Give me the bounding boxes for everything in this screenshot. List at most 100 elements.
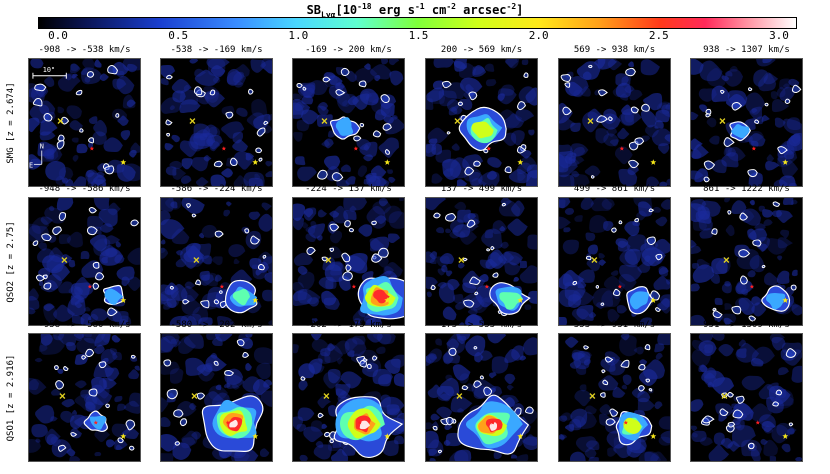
noise-patch (383, 205, 403, 224)
yellow-star-marker (517, 433, 524, 439)
noise-patch (29, 288, 39, 301)
noise-patch (372, 201, 392, 215)
noise-patch (610, 270, 619, 276)
noise-patch (584, 405, 597, 415)
noise-patch (333, 340, 350, 355)
source-cross-marker (191, 393, 198, 399)
noise-patch (708, 444, 730, 461)
noise-patch (777, 255, 783, 261)
noise-patch (293, 252, 314, 266)
noise-patch (66, 448, 76, 457)
contour-island (473, 346, 478, 350)
noise-patch (343, 198, 368, 211)
noise-patch (80, 313, 92, 325)
noise-patch (455, 301, 467, 310)
noise-patch (297, 265, 308, 275)
noise-patch (161, 64, 176, 78)
noise-patch (781, 443, 791, 453)
noise-patch (618, 168, 638, 186)
noise-patch (638, 451, 661, 461)
noise-patch (293, 291, 313, 306)
contour-island (648, 208, 655, 213)
noise-patch (724, 69, 744, 87)
contour-island (483, 386, 493, 397)
noise-patch (297, 166, 317, 182)
red-star-marker (486, 146, 492, 151)
noise-patch (695, 210, 712, 224)
row-label: QSO1 [z = 2.916] (6, 354, 16, 441)
noise-patch (194, 69, 220, 86)
emission-level (489, 422, 498, 431)
noise-patch (570, 158, 580, 167)
contour-island (41, 233, 52, 242)
noise-patch (35, 438, 41, 443)
noise-patch (161, 335, 178, 353)
noise-patch (181, 158, 193, 170)
noise-patch (601, 290, 621, 308)
noise-patch (165, 198, 182, 210)
noise-patch (598, 253, 606, 259)
noise-patch (260, 390, 272, 407)
noise-patch (236, 107, 248, 117)
noise-patch (656, 101, 670, 115)
noise-patch (38, 242, 47, 251)
contour-island (191, 213, 197, 218)
source-cross-marker (323, 393, 330, 399)
noise-patch (327, 368, 341, 384)
noise-patch (208, 385, 228, 401)
noise-patch (603, 275, 626, 294)
noise-patch (523, 337, 537, 356)
contour-island (731, 102, 743, 111)
emission-level (229, 419, 238, 428)
contour-island (590, 175, 595, 179)
contour-island (366, 363, 372, 369)
contour-island (257, 263, 265, 271)
noise-patch (180, 175, 192, 184)
noise-patch (771, 424, 791, 444)
noise-patch (582, 71, 592, 81)
colorbar-title: SBLyα[10-18 erg s-1 cm-2 arcsec-2] (306, 2, 524, 20)
noise-patch (658, 298, 670, 314)
contour-island (166, 132, 171, 137)
noise-patch (769, 456, 777, 461)
noise-patch (773, 179, 788, 186)
noise-patch (383, 115, 395, 124)
contour-island (784, 98, 791, 104)
red-star-marker (87, 284, 93, 289)
noise-patch (116, 75, 135, 95)
noise-patch (606, 127, 618, 137)
source-cross-marker (587, 118, 594, 124)
noise-patch (161, 453, 174, 461)
noise-patch (751, 108, 758, 114)
contour-island (130, 354, 136, 359)
noise-patch (426, 291, 432, 298)
noise-patch (369, 238, 385, 252)
noise-patch (71, 314, 85, 325)
noise-patch (208, 126, 221, 137)
noise-patch (637, 390, 651, 403)
noise-patch (780, 229, 790, 239)
contour-island (604, 356, 614, 363)
noise-patch (352, 309, 366, 324)
contour-island (585, 255, 592, 261)
contour-island (525, 406, 534, 414)
noise-patch (505, 59, 520, 69)
panel-velocity-range: 931 -> 1309 km/s (703, 320, 790, 330)
noise-patch (469, 171, 483, 186)
noise-patch (115, 241, 122, 248)
noise-patch (332, 205, 349, 224)
noise-patch (500, 241, 509, 249)
contour-island (372, 130, 382, 138)
contour-island (258, 157, 263, 162)
noise-patch (29, 117, 40, 133)
noise-patch (472, 64, 487, 77)
noise-patch (691, 314, 707, 325)
yellow-star-marker (782, 433, 789, 439)
noise-patch (380, 394, 391, 408)
noise-patch (735, 342, 760, 363)
noise-patch (457, 209, 471, 223)
noise-patch (595, 128, 610, 144)
noise-patch (601, 198, 615, 210)
noise-patch (313, 444, 332, 460)
noise-patch (658, 143, 670, 154)
